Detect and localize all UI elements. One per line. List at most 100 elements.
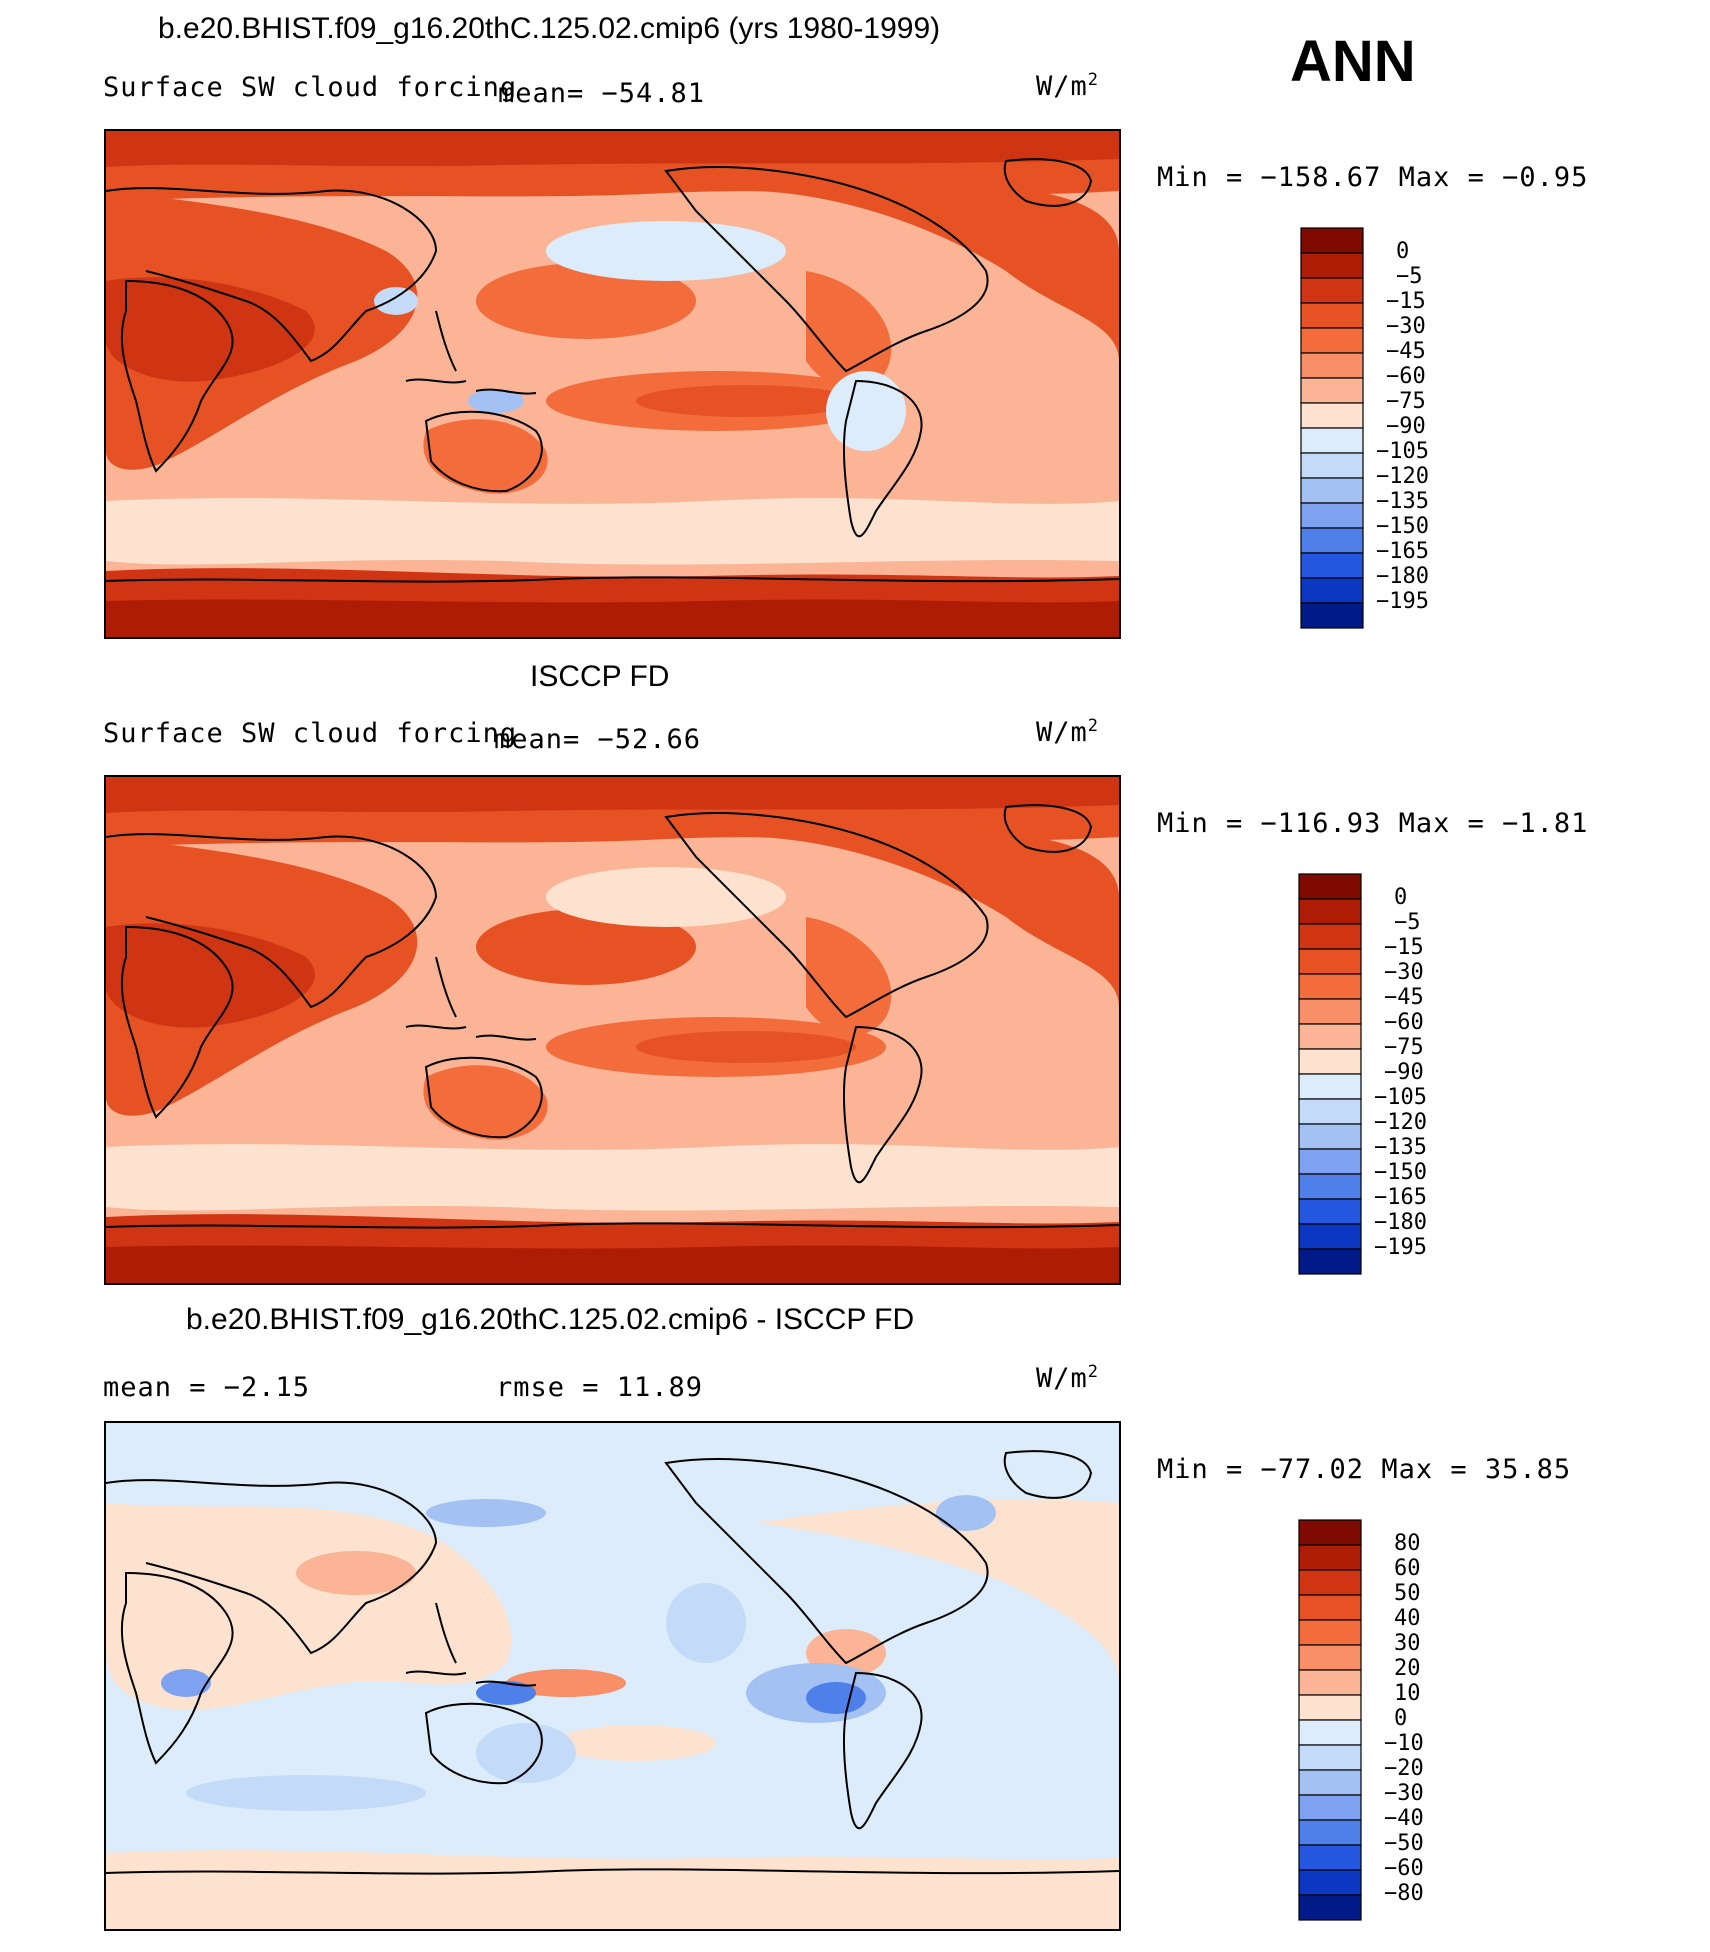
colorbar-tick-label: 60 (1394, 1556, 1421, 1581)
colorbar-tick-label: −150 (1374, 1160, 1427, 1185)
panel-2-colorbar: 0 −5 −15 −30 −45 −60 −75 −90 −105 −120 −135 −150 −16… (1298, 873, 1458, 1278)
colorbar-swatch (1300, 227, 1364, 254)
contour-region (546, 221, 786, 281)
colorbar-swatch (1298, 1794, 1362, 1821)
colorbar-tick-label: 40 (1394, 1606, 1421, 1631)
colorbar-swatch (1298, 1544, 1362, 1571)
colorbar-tick-label: 10 (1394, 1681, 1421, 1706)
coastline-path (106, 833, 438, 1009)
colorbar-swatch (1298, 1619, 1362, 1646)
colorbar-swatch (1298, 1519, 1362, 1546)
contour-region (106, 277, 315, 382)
contour-region (826, 371, 906, 451)
contour-region (186, 1775, 426, 1811)
colorbar-swatch (1298, 1098, 1362, 1125)
coastline-path (405, 310, 537, 395)
colorbar-tick-label: −195 (1374, 1235, 1427, 1260)
coastline-path (106, 1868, 1119, 1875)
coastline-path (106, 1479, 438, 1655)
colorbar-tick-label: −20 (1384, 1756, 1424, 1781)
colorbar-tick-label: −165 (1376, 539, 1429, 564)
colorbar-swatch (1298, 1148, 1362, 1175)
contour-region (106, 599, 1119, 637)
colorbar-swatch (1300, 352, 1364, 379)
colorbar-swatch (1300, 502, 1364, 529)
colorbar-swatch (1300, 252, 1364, 279)
contour-region (106, 1245, 1119, 1283)
colorbar-tick-label: 50 (1394, 1581, 1421, 1606)
contour-region (106, 777, 1119, 813)
contour-region (476, 263, 696, 339)
colorbar-swatch (1298, 1744, 1362, 1771)
colorbar-swatch (1300, 427, 1364, 454)
contour-region (423, 1065, 548, 1140)
colorbar-swatch (1298, 1023, 1362, 1050)
colorbar-swatch (1298, 1844, 1362, 1871)
colorbar-tick-label: −120 (1376, 464, 1429, 489)
panel-2-map (104, 775, 1121, 1285)
colorbar-swatch (1300, 452, 1364, 479)
colorbar-swatch (1300, 302, 1364, 329)
colorbar-tick-label: −180 (1376, 564, 1429, 589)
colorbar-tick-label: −195 (1376, 589, 1429, 614)
colorbar-swatch (1298, 1669, 1362, 1696)
coastline-path (405, 1602, 537, 1687)
colorbar-tick-label: −90 (1384, 1060, 1424, 1085)
contour-region (426, 1499, 546, 1527)
contour-region (468, 389, 524, 413)
coastline-path (106, 187, 438, 363)
panel-1-map-svg (106, 131, 1119, 637)
panel-2-mean: mean= −52.66 (494, 724, 702, 755)
colorbar-tick-label: 80 (1394, 1531, 1421, 1556)
colorbar-tick-label: −105 (1374, 1085, 1427, 1110)
colorbar-3-svg (1298, 1519, 1362, 1921)
contour-region (106, 1503, 512, 1710)
coastline-path (1003, 158, 1093, 207)
coastline-path (424, 1702, 543, 1785)
panel-3-map (104, 1421, 1121, 1931)
colorbar-swatch (1298, 873, 1362, 900)
contour-region (806, 917, 892, 1036)
colorbar-swatch (1298, 1048, 1362, 1075)
panel-3-minmax: Min = −77.02 Max = 35.85 (1157, 1454, 1572, 1485)
contour-region (636, 1031, 856, 1063)
colorbar-swatch (1298, 1223, 1362, 1250)
coastline-path (120, 279, 234, 473)
panel-3-title: b.e20.BHIST.f09_g16.20thC.125.02.cmip6 -… (186, 1303, 915, 1336)
colorbar-tick-label: −15 (1384, 935, 1424, 960)
colorbar-swatch (1298, 1073, 1362, 1100)
colorbar-tick-label: −60 (1384, 1010, 1424, 1035)
colorbar-swatch (1300, 377, 1364, 404)
colorbar-tick-label: −10 (1384, 1731, 1424, 1756)
coastline-path (842, 1671, 923, 1830)
colorbar-tick-label: −150 (1376, 514, 1429, 539)
colorbar-swatch (1298, 1819, 1362, 1846)
coastline-path (424, 1056, 543, 1139)
colorbar-tick-label: −75 (1386, 389, 1426, 414)
colorbar-swatch (1300, 402, 1364, 429)
panel-1-title: b.e20.BHIST.f09_g16.20thC.125.02.cmip6 (… (158, 12, 941, 45)
colorbar-swatch (1300, 277, 1364, 304)
contour-region (746, 830, 1119, 1007)
colorbar-swatch (1300, 527, 1364, 554)
coastline-path (106, 1222, 1119, 1229)
colorbar-2-svg (1298, 873, 1362, 1275)
colorbar-tick-label: −75 (1384, 1035, 1424, 1060)
colorbar-swatch (1300, 552, 1364, 579)
colorbar-tick-label: 30 (1394, 1631, 1421, 1656)
colorbar-swatch (1298, 923, 1362, 950)
contour-region (556, 1725, 716, 1761)
colorbar-swatch (1298, 898, 1362, 925)
coastlines (106, 804, 1119, 1229)
coastline-path (106, 576, 1119, 583)
colorbar-tick-label: −30 (1384, 1781, 1424, 1806)
panel-1-minmax: Min = −158.67 Max = −0.95 (1157, 162, 1589, 193)
panel-1-map (104, 129, 1121, 639)
coastline-path (1003, 1450, 1093, 1499)
coastline-path (120, 1571, 234, 1765)
colorbar-swatch (1300, 577, 1364, 604)
colorbar-swatch (1298, 948, 1362, 975)
contour-region (476, 909, 696, 985)
colorbar-swatch (1298, 1894, 1362, 1921)
colorbar-swatch (1298, 1569, 1362, 1596)
